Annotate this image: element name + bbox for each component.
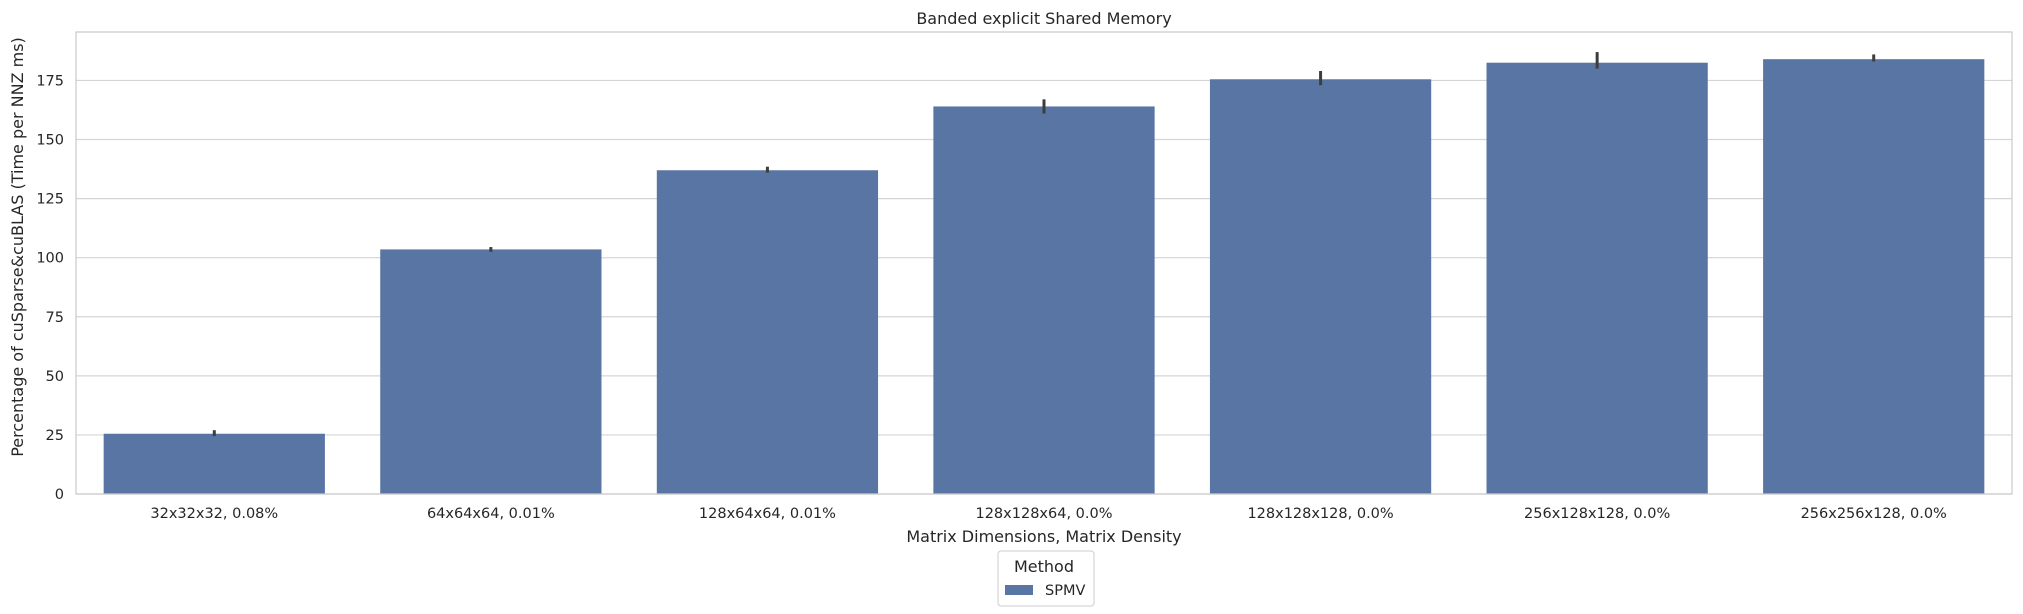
x-tick-label: 128x128x128, 0.0% [1247, 506, 1393, 522]
x-tick-label: 64x64x64, 0.01% [427, 506, 555, 522]
legend-title: Method [1014, 557, 1074, 576]
bar [933, 106, 1155, 495]
y-axis-title: Percentage of cuSparse&cuBLAS (Time per … [8, 37, 27, 457]
bar [1763, 59, 1985, 494]
y-tick-label: 125 [36, 192, 64, 208]
x-tick-label: 32x32x32, 0.08% [150, 506, 278, 522]
x-tick-labels: 32x32x32, 0.08% 64x64x64, 0.01% 128x64x64,… [150, 506, 1946, 522]
y-tick-label: 100 [36, 251, 64, 267]
y-tick-label: 150 [36, 133, 64, 149]
bars [103, 59, 1985, 495]
x-tick-label: 128x64x64, 0.01% [699, 506, 836, 522]
y-tick-label: 25 [46, 428, 64, 444]
x-tick-label: 128x128x64, 0.0% [975, 506, 1112, 522]
legend-label-spmv: SPMV [1045, 583, 1085, 599]
y-tick-label: 75 [46, 310, 64, 326]
x-axis-title: Matrix Dimensions, Matrix Density [906, 527, 1181, 546]
bar [1209, 79, 1432, 494]
x-tick-label: 256x128x128, 0.0% [1524, 506, 1670, 522]
error-bars [212, 52, 1876, 437]
legend: Method SPMV [997, 550, 1095, 607]
bar [1486, 62, 1708, 495]
bar [103, 433, 325, 494]
x-tick-label: 256x256x128, 0.0% [1801, 506, 1947, 522]
y-tick-labels: 0 25 50 75 100 125 150 175 [36, 73, 64, 503]
y-tick-label: 50 [46, 369, 64, 385]
chart-title: Banded explicit Shared Memory [916, 9, 1171, 28]
legend-swatch-spmv [1005, 585, 1033, 595]
y-tick-label: 175 [36, 73, 64, 89]
bar [656, 170, 879, 494]
plot-frame [75, 31, 2013, 495]
y-tick-label: 0 [55, 487, 64, 503]
bar [380, 249, 602, 494]
